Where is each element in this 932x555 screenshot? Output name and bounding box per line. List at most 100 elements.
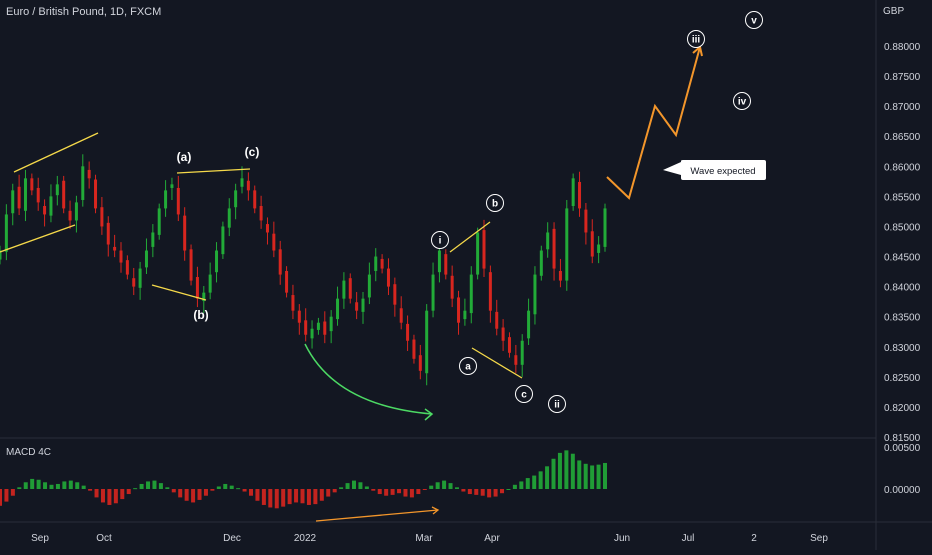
candle-body (418, 355, 422, 371)
candle (304, 308, 308, 342)
candle-body (539, 250, 543, 276)
time-axis-label: Mar (415, 533, 433, 544)
candle (355, 292, 359, 320)
candle-body (55, 184, 59, 196)
time-axis-label: Sep (31, 533, 49, 544)
candle-body (81, 166, 85, 200)
candle-body (323, 321, 327, 335)
candle (87, 161, 91, 189)
macd-bar (480, 489, 485, 496)
candle-body (151, 232, 155, 247)
candle-body (68, 210, 72, 221)
candle (488, 265, 492, 323)
macd-tick-label: 0.00500 (884, 443, 921, 454)
candle (463, 298, 467, 326)
candle (132, 267, 136, 296)
trendline (0, 224, 76, 253)
macd-bar (435, 482, 440, 489)
macd-bar (377, 489, 382, 495)
candle-body (297, 310, 301, 323)
macd-bar (538, 471, 543, 489)
candle-body (74, 202, 78, 221)
candle-body (361, 298, 365, 312)
wave-circle (459, 357, 477, 375)
wave-label: (b) (193, 308, 208, 322)
candle-body (304, 320, 308, 335)
candle-body (227, 208, 231, 228)
divergence-arrowhead (431, 506, 440, 515)
macd-bar (165, 487, 170, 489)
macd-bar (564, 450, 569, 489)
macd-bar (43, 482, 48, 489)
green-curve-arrow (304, 343, 433, 415)
candle-body (476, 232, 480, 275)
candle-body (482, 230, 486, 269)
wave-label: (c) (245, 145, 260, 159)
macd-bar (590, 465, 595, 489)
candle (310, 320, 314, 349)
wave-expected-callout: Wave expected (663, 160, 766, 180)
macd-bar (603, 462, 607, 489)
candle (495, 299, 499, 336)
candle-body (336, 298, 340, 320)
candle-body (501, 327, 505, 341)
candle-body (450, 275, 454, 299)
candle (259, 195, 263, 229)
candle (36, 177, 40, 211)
macd-bar (23, 482, 28, 489)
macd-bar (519, 481, 524, 489)
candle-body (113, 246, 117, 251)
macd-bar (30, 478, 35, 489)
candle-body (348, 278, 352, 299)
wave-label: c (521, 390, 527, 401)
candle (552, 222, 556, 281)
candle (565, 199, 569, 291)
macd-bar (294, 489, 299, 503)
macd-bar (313, 489, 318, 505)
candle-body (571, 178, 575, 207)
candle (164, 180, 168, 217)
candle (291, 284, 295, 320)
candle (539, 245, 543, 281)
candle (514, 344, 518, 374)
wave-label-circled: ii (548, 395, 566, 413)
candle (106, 216, 110, 257)
price-tick-label: 0.82500 (884, 373, 921, 384)
macd-bar (577, 460, 582, 489)
macd-bar (75, 482, 80, 489)
time-axis-label: Oct (96, 533, 112, 544)
candle-body (202, 292, 206, 302)
macd-bar (351, 480, 356, 489)
divergence-line (315, 509, 439, 522)
green-curve-arrowhead (424, 408, 434, 421)
candle (208, 262, 212, 300)
macd-bar (268, 489, 273, 508)
macd-bar (345, 483, 350, 489)
candle-body (259, 206, 263, 221)
macd-bar (512, 484, 517, 489)
wave-label-circled: iii (687, 30, 705, 48)
candle (520, 334, 524, 377)
candle (450, 265, 454, 308)
macd-bar (17, 487, 22, 489)
candle (597, 236, 601, 264)
wave-label-circled: iv (733, 92, 751, 110)
candle (507, 332, 511, 358)
candle-body (558, 270, 562, 281)
candle (412, 334, 416, 364)
projected-wave-path (606, 46, 701, 200)
macd-bar (158, 483, 163, 489)
candle-body (329, 316, 333, 332)
candle (81, 154, 85, 207)
macd-bar (487, 489, 492, 498)
candle-body (144, 250, 148, 268)
macd-bar (319, 489, 324, 501)
macd-bar (171, 489, 176, 493)
candle-body (367, 274, 371, 298)
candle-body (457, 297, 461, 323)
macd-bar (281, 489, 286, 507)
candle-body (463, 310, 467, 320)
macd-bar (409, 489, 414, 498)
